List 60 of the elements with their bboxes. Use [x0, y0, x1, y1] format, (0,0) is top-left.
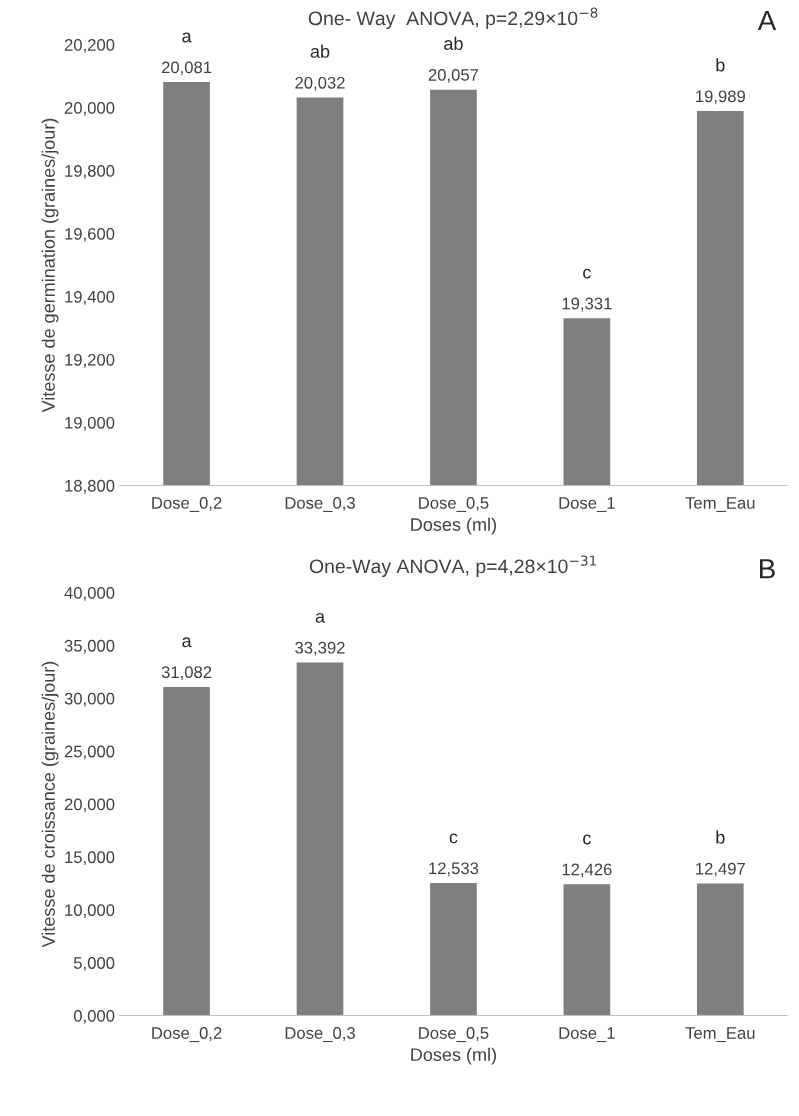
y-tick-label: 18,800	[65, 479, 115, 494]
annotation: c	[583, 268, 591, 279]
annotation: ab	[444, 36, 463, 50]
annotation: a	[182, 32, 192, 43]
y-tick-label: 25,000	[64, 745, 115, 760]
bar	[430, 883, 477, 1016]
bar	[296, 662, 344, 1016]
y-tick-label: 19,000	[65, 416, 115, 431]
y-tick-label: 20,200	[64, 39, 115, 53]
bar	[163, 686, 210, 1016]
x-tick-label: Dose_0,5	[419, 1027, 489, 1043]
y-tick-label: 40,000	[64, 587, 115, 601]
y-tick-label: 20,000	[64, 798, 115, 813]
x-tick-label: Dose_0,3	[285, 497, 355, 512]
bar	[563, 884, 611, 1016]
y-tick-label: 19,800	[65, 164, 115, 179]
data-label: 20,057	[428, 69, 479, 83]
annotation: b	[716, 830, 725, 844]
data-label: 19,331	[562, 297, 612, 312]
x-tick-label: Dose_0,3	[285, 1027, 355, 1043]
annotation: c	[449, 833, 458, 844]
annotation: b	[716, 58, 725, 72]
data-label: 33,392	[295, 641, 345, 656]
y-tick-label: 30,000	[64, 692, 115, 707]
y-tick-label: 0,000	[73, 1009, 115, 1024]
data-label: 12,497	[696, 862, 745, 877]
chart-title: One-Way ANOVA, p=4,28×10$^{−31}$	[309, 555, 597, 578]
x-axis-title: Doses (ml)	[411, 517, 496, 535]
text: B	[760, 559, 775, 579]
x-tick-label: Dose_1	[559, 1027, 615, 1043]
y-axis-title: Vitesse de croissance (graines/jour)	[41, 661, 59, 948]
x-tick-label: Dose_0,5	[419, 497, 489, 512]
y-tick-label: 19,600	[65, 227, 115, 242]
bar	[696, 883, 744, 1016]
y-tick-label: 35,000	[64, 639, 115, 654]
y-axis-title: Vitesse de germination (graines/jour)	[41, 118, 59, 413]
y-tick-label: 15,000	[65, 851, 115, 866]
data-label: 20,032	[295, 76, 345, 91]
x-tick-label: Dose_1	[559, 497, 615, 512]
text: A	[757, 10, 777, 31]
data-label: 12,533	[429, 862, 479, 877]
x-tick-label: Dose_0,2	[152, 497, 222, 512]
y-tick-label: 20,000	[64, 102, 115, 116]
data-label: 31,082	[161, 666, 212, 681]
y-tick-label: 10,000	[65, 904, 115, 918]
y-tick-label: 19,400	[65, 290, 115, 305]
x-axis-title: Doses (ml)	[411, 1047, 496, 1065]
chart-title: One- Way ANOVA, p=2,29×10$^{−8}$	[308, 7, 598, 30]
data-label: 19,989	[696, 90, 745, 105]
y-tick-label: 5,000	[73, 957, 115, 971]
y-tick-label: 19,200	[65, 353, 115, 368]
annotation: a	[315, 612, 326, 623]
x-tick-label: Tem_Eau	[685, 1027, 755, 1043]
x-tick-label: Dose_0,2	[152, 1027, 222, 1043]
annotation: a	[182, 637, 192, 648]
x-tick-label: Tem_Eau	[685, 497, 755, 512]
annotation: c	[583, 834, 591, 845]
data-label: 12,426	[562, 863, 612, 878]
data-label: 20,081	[161, 61, 212, 76]
annotation: ab	[310, 44, 330, 58]
